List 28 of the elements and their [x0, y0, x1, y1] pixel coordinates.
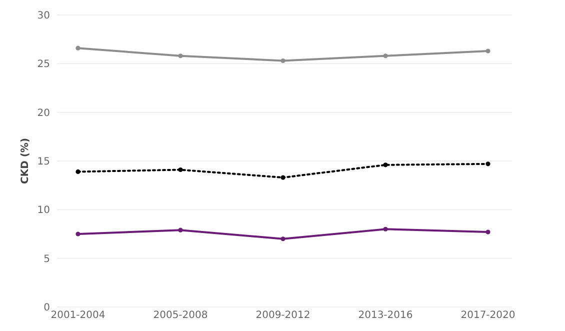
y-axis-title: CKD (%) [20, 138, 31, 184]
point [76, 46, 80, 50]
point [280, 175, 286, 180]
x-tick-label: 2001-2004 [50, 310, 106, 321]
point [178, 228, 183, 232]
point [383, 54, 388, 58]
x-tick-label: 2017-2020 [460, 310, 516, 321]
point [383, 162, 388, 168]
x-tick-label: 2009-2012 [256, 310, 310, 321]
y-tick-label: 25 [37, 59, 50, 70]
point [178, 54, 183, 58]
y-tick-label: 5 [44, 254, 50, 265]
y-tick-label: 15 [37, 156, 50, 168]
point [280, 58, 286, 64]
point [486, 162, 490, 166]
x-tick-label: 2013-2016 [358, 310, 413, 321]
point [76, 169, 80, 174]
point [178, 167, 183, 172]
point [383, 226, 388, 232]
point [486, 230, 490, 234]
point [486, 48, 490, 54]
point [280, 236, 286, 242]
point [76, 232, 80, 236]
y-tick-label: 30 [37, 10, 50, 22]
x-tick-label: 2005-2008 [153, 310, 208, 321]
y-tick-label: 10 [37, 205, 50, 216]
y-tick-label: 20 [37, 108, 50, 119]
y-tick-label: 0 [44, 302, 50, 314]
